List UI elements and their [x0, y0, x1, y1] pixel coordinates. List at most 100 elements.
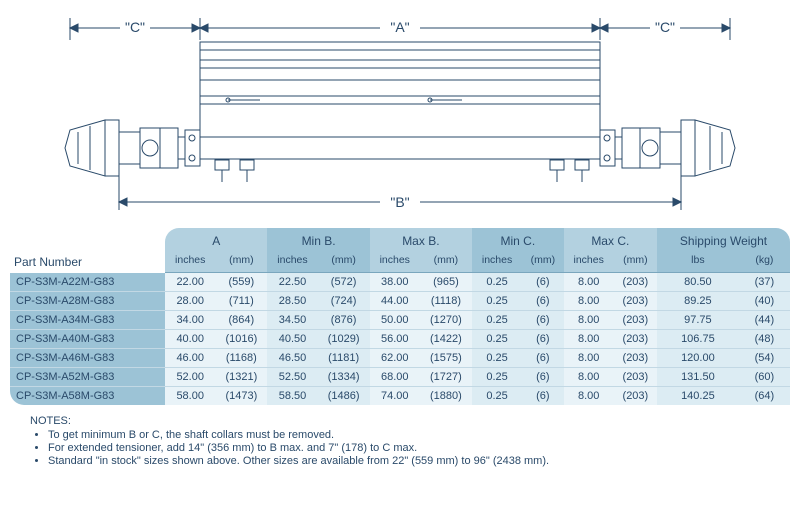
cell: 80.50	[657, 273, 739, 292]
cell: (64)	[739, 387, 790, 406]
cell: (6)	[522, 311, 564, 330]
cell: (1181)	[318, 349, 370, 368]
part-number-header: Part Number	[10, 228, 165, 273]
table-row: CP-S3M-A46M-G8346.00(1168)46.50(1181)62.…	[10, 349, 790, 368]
cell: (1575)	[420, 349, 472, 368]
cell: 8.00	[564, 387, 614, 406]
cell: 0.25	[472, 387, 522, 406]
cell: 8.00	[564, 368, 614, 387]
cell: 0.25	[472, 368, 522, 387]
col-minc: Min C.	[472, 228, 564, 251]
table-row: CP-S3M-A28M-G8328.00(711)28.50(724)44.00…	[10, 292, 790, 311]
note-item: Standard "in stock" sizes shown above. O…	[48, 455, 790, 467]
cell: 131.50	[657, 368, 739, 387]
cell: 62.00	[370, 349, 420, 368]
table-header: Part Number A Min B. Max B. Min C. Max C…	[10, 228, 790, 273]
cell: (54)	[739, 349, 790, 368]
cell: (559)	[215, 273, 267, 292]
cell: (48)	[739, 330, 790, 349]
cell: (203)	[614, 330, 657, 349]
cell: 22.50	[267, 273, 317, 292]
cell: (6)	[522, 349, 564, 368]
cell: (203)	[614, 368, 657, 387]
cell: 56.00	[370, 330, 420, 349]
cell: (1029)	[318, 330, 370, 349]
part-number: CP-S3M-A28M-G83	[10, 292, 165, 311]
note-item: For extended tensioner, add 14" (356 mm)…	[48, 442, 790, 454]
cell: (37)	[739, 273, 790, 292]
cell: 44.00	[370, 292, 420, 311]
cell: (6)	[522, 292, 564, 311]
cell: 8.00	[564, 330, 614, 349]
cell: (203)	[614, 292, 657, 311]
cell: (1473)	[215, 387, 267, 406]
table-row: CP-S3M-A40M-G8340.00(1016)40.50(1029)56.…	[10, 330, 790, 349]
col-a: A	[165, 228, 267, 251]
cell: 8.00	[564, 273, 614, 292]
part-number: CP-S3M-A34M-G83	[10, 311, 165, 330]
cell: 58.00	[165, 387, 215, 406]
cell: (1422)	[420, 330, 472, 349]
cell: 40.50	[267, 330, 317, 349]
cell: (1118)	[420, 292, 472, 311]
notes-list: To get minimum B or C, the shaft collars…	[30, 429, 790, 467]
cell: (203)	[614, 311, 657, 330]
cell: 22.00	[165, 273, 215, 292]
cell: 0.25	[472, 311, 522, 330]
cell: 34.50	[267, 311, 317, 330]
table-row: CP-S3M-A34M-G8334.00(864)34.50(876)50.00…	[10, 311, 790, 330]
table-row: CP-S3M-A22M-G8322.00(559)22.50(572)38.00…	[10, 273, 790, 292]
cell: 120.00	[657, 349, 739, 368]
cell: (1168)	[215, 349, 267, 368]
cell: 0.25	[472, 349, 522, 368]
cell: 28.50	[267, 292, 317, 311]
cell: 28.00	[165, 292, 215, 311]
notes-title: NOTES:	[30, 415, 790, 427]
cell: 8.00	[564, 311, 614, 330]
part-number: CP-S3M-A40M-G83	[10, 330, 165, 349]
cell: (1016)	[215, 330, 267, 349]
cell: (711)	[215, 292, 267, 311]
notes-section: NOTES: To get minimum B or C, the shaft …	[10, 415, 790, 467]
cell: (1486)	[318, 387, 370, 406]
cell: 52.50	[267, 368, 317, 387]
cell: 0.25	[472, 292, 522, 311]
cell: 0.25	[472, 330, 522, 349]
note-item: To get minimum B or C, the shaft collars…	[48, 429, 790, 441]
cell: (6)	[522, 368, 564, 387]
col-minb: Min B.	[267, 228, 369, 251]
part-number: CP-S3M-A58M-G83	[10, 387, 165, 406]
cell: (203)	[614, 349, 657, 368]
cell: 0.25	[472, 273, 522, 292]
cell: (876)	[318, 311, 370, 330]
cell: 52.00	[165, 368, 215, 387]
col-maxb: Max B.	[370, 228, 472, 251]
cell: 40.00	[165, 330, 215, 349]
cell: 46.00	[165, 349, 215, 368]
cell: 68.00	[370, 368, 420, 387]
table-row: CP-S3M-A52M-G8352.00(1321)52.50(1334)68.…	[10, 368, 790, 387]
cell: 8.00	[564, 349, 614, 368]
cell: (1270)	[420, 311, 472, 330]
cell: (203)	[614, 273, 657, 292]
col-weight: Shipping Weight	[657, 228, 790, 251]
cell: (724)	[318, 292, 370, 311]
table-row: CP-S3M-A58M-G8358.00(1473)58.50(1486)74.…	[10, 387, 790, 406]
cell: (6)	[522, 330, 564, 349]
dim-b: "B"	[390, 194, 409, 210]
part-number: CP-S3M-A52M-G83	[10, 368, 165, 387]
table-body: CP-S3M-A22M-G8322.00(559)22.50(572)38.00…	[10, 273, 790, 406]
cell: 46.50	[267, 349, 317, 368]
cell: 74.00	[370, 387, 420, 406]
cell: (60)	[739, 368, 790, 387]
cell: (6)	[522, 273, 564, 292]
part-number: CP-S3M-A22M-G83	[10, 273, 165, 292]
cell: (572)	[318, 273, 370, 292]
dim-c-left: "C"	[125, 19, 145, 35]
col-maxc: Max C.	[564, 228, 657, 251]
dim-a: "A"	[390, 19, 409, 35]
cell: 140.25	[657, 387, 739, 406]
cell: (1321)	[215, 368, 267, 387]
cell: (6)	[522, 387, 564, 406]
cell: (1334)	[318, 368, 370, 387]
